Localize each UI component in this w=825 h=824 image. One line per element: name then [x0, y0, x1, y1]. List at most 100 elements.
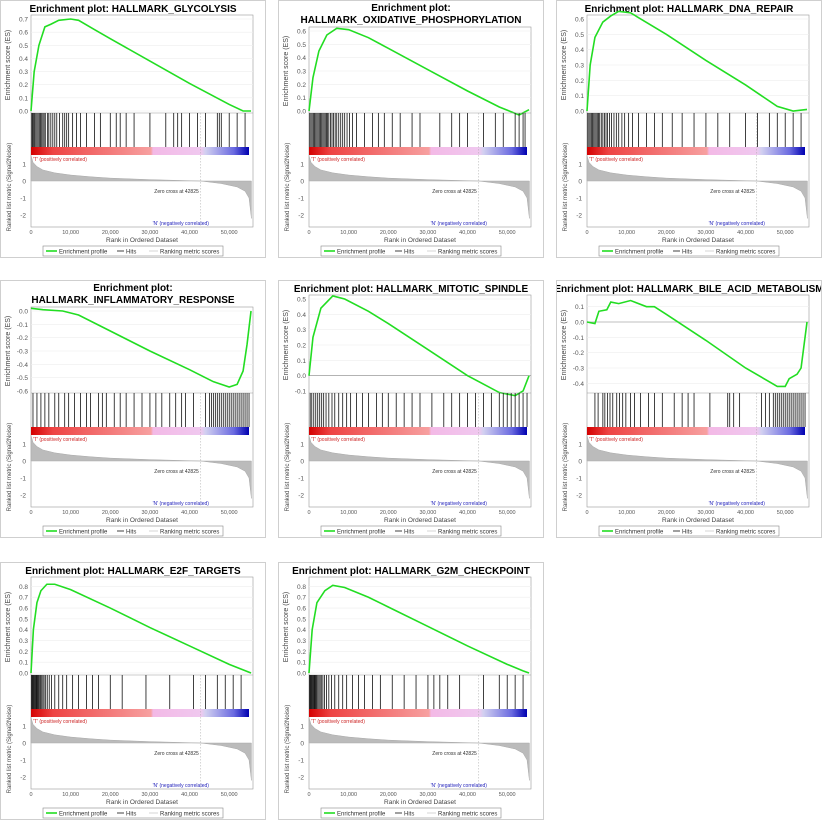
x-tick-label: 40,000 [459, 510, 476, 516]
es-tick-label: -0.4 [573, 381, 585, 388]
ranked-list-heat-bar [587, 147, 805, 155]
metric-tick-label: 1 [300, 442, 304, 449]
legend-metric-label: Ranking metric scores [716, 530, 775, 536]
x-tick-label: 30,000 [698, 510, 715, 516]
x-tick-label: 40,000 [737, 510, 754, 516]
legend-metric-label: Ranking metric scores [160, 530, 219, 536]
enrichment-plot-panel: Enrichment plot: HALLMARK_E2F_TARGETS 0.0… [0, 562, 266, 820]
es-tick-label: 0.0 [297, 109, 306, 116]
plot-frame [308, 576, 532, 790]
es-tick-label: 0.4 [297, 312, 306, 319]
x-tick-label: 30,000 [142, 230, 159, 236]
metric-tick-label: -1 [298, 196, 304, 203]
ranking-metric-area [586, 155, 808, 219]
metric-tick-label: -2 [20, 213, 26, 220]
es-tick-label: -0.2 [573, 350, 585, 357]
x-axis-label: Rank in Ordered Dataset [384, 799, 456, 806]
legend-hits-label: Hits [126, 250, 136, 256]
zero-cross-label: Zero cross at 42825 [432, 189, 477, 195]
ranked-list-heat-bar [309, 147, 527, 155]
es-tick-label: 0.6 [297, 29, 306, 36]
plot-title: HALLMARK_OXIDATIVE_PHOSPHORYLATION [301, 15, 522, 26]
x-tick-label: 30,000 [142, 792, 159, 798]
negative-correlated-label: 'N' (negatively correlated) [709, 501, 766, 507]
es-axis-label: Enrichment score (ES) [561, 310, 568, 380]
legend-box [320, 245, 502, 257]
plot-title: Enrichment plot: HALLMARK_G2M_CHECKPOINT [292, 566, 530, 577]
es-tick-label: -0.2 [17, 335, 29, 342]
metric-tick-label: -1 [20, 476, 26, 483]
ranked-list-heat-bar [309, 427, 527, 435]
es-tick-label: 0.1 [19, 95, 28, 102]
x-tick-label: 0 [585, 230, 588, 236]
x-axis-label: Rank in Ordered Dataset [106, 799, 178, 806]
x-tick-label: 30,000 [420, 510, 437, 516]
x-tick-label: 10,000 [62, 510, 79, 516]
plot-frame [586, 294, 810, 508]
x-axis-label: Rank in Ordered Dataset [662, 237, 734, 244]
zero-cross-label: Zero cross at 42825 [154, 751, 199, 757]
metric-axis-label: Ranked list metric (Signal2Noise) [285, 143, 291, 232]
metric-tick-label: 0 [300, 179, 304, 186]
es-tick-label: 0.5 [297, 616, 306, 623]
es-axis-label: Enrichment score (ES) [5, 316, 12, 386]
es-tick-label: 0.2 [575, 78, 584, 85]
x-tick-label: 50,000 [499, 510, 516, 516]
x-tick-label: 40,000 [181, 230, 198, 236]
x-tick-label: 20,000 [102, 230, 119, 236]
plot-title: Enrichment plot: HALLMARK_E2F_TARGETS [25, 566, 241, 577]
x-tick-label: 50,000 [499, 230, 516, 236]
metric-tick-label: -1 [576, 196, 582, 203]
x-tick-label: 20,000 [658, 230, 675, 236]
negative-correlated-label: 'N' (negatively correlated) [153, 501, 210, 507]
metric-tick-label: -2 [298, 775, 304, 782]
metric-tick-label: -1 [20, 758, 26, 765]
enrichment-profile-line [30, 583, 252, 674]
enrichment-plot-panel: Enrichment plot: HALLMARK_BILE_ACID_META… [554, 280, 824, 538]
legend-enrichment-label: Enrichment profile [59, 530, 108, 536]
metric-tick-label: -2 [576, 493, 582, 500]
plot-frame [30, 576, 254, 790]
plot-frame [586, 14, 810, 228]
plot-frame [30, 14, 254, 228]
legend-box [42, 245, 224, 257]
es-tick-label: 0.5 [575, 32, 584, 39]
enrichment-plot-panel: Enrichment plot: HALLMARK_MITOTIC_SPINDL… [278, 280, 544, 538]
es-tick-label: 0.0 [297, 373, 306, 380]
plot-title: Enrichment plot: HALLMARK_GLYCOLYSIS [29, 4, 236, 15]
x-tick-label: 20,000 [380, 792, 397, 798]
metric-axis-label: Ranked list metric (Signal2Noise) [7, 143, 13, 232]
es-tick-label: 0.1 [19, 660, 28, 667]
enrichment-plot-svg: Enrichment plot: HALLMARK_E2F_TARGETS 0.0… [5, 566, 254, 819]
metric-axis-label: Ranked list metric (Signal2Noise) [285, 423, 291, 512]
es-tick-label: 0.4 [19, 56, 28, 63]
es-tick-label: 0.0 [297, 671, 306, 678]
x-tick-label: 40,000 [181, 792, 198, 798]
ranking-metric-area [30, 717, 252, 781]
enrichment-plot-panel: Enrichment plot: HALLMARK_GLYCOLYSIS 0.0 0… [0, 0, 266, 258]
x-tick-label: 0 [29, 510, 32, 516]
legend-hits-label: Hits [404, 530, 414, 536]
metric-tick-label: 1 [22, 442, 26, 449]
x-tick-label: 30,000 [420, 792, 437, 798]
x-tick-label: 20,000 [380, 510, 397, 516]
es-axis-label: Enrichment score (ES) [283, 310, 290, 380]
metric-tick-label: 0 [22, 179, 26, 186]
enrichment-plot-svg: Enrichment plot: HALLMARK_MITOTIC_SPINDL… [283, 284, 532, 537]
ranking-metric-area [586, 435, 808, 499]
positive-correlated-label: 'T' (positively correlated) [33, 157, 87, 163]
ranking-metric-area [308, 155, 530, 219]
enrichment-plot-svg: Enrichment plot:HALLMARK_OXIDATIVE_PHOSP… [283, 3, 532, 257]
metric-tick-label: -2 [298, 213, 304, 220]
es-tick-label: 0.8 [19, 584, 28, 591]
legend-box [320, 525, 502, 537]
legend-hits-label: Hits [682, 530, 692, 536]
es-tick-label: -0.3 [573, 366, 585, 373]
negative-correlated-label: 'N' (negatively correlated) [431, 501, 488, 507]
metric-tick-label: 1 [22, 162, 26, 169]
ranking-metric-area [30, 435, 252, 499]
x-tick-label: 10,000 [62, 792, 79, 798]
x-axis-label: Rank in Ordered Dataset [662, 517, 734, 524]
plot-title: Enrichment plot: HALLMARK_BILE_ACID_META… [557, 284, 821, 295]
legend-enrichment-label: Enrichment profile [59, 250, 108, 256]
